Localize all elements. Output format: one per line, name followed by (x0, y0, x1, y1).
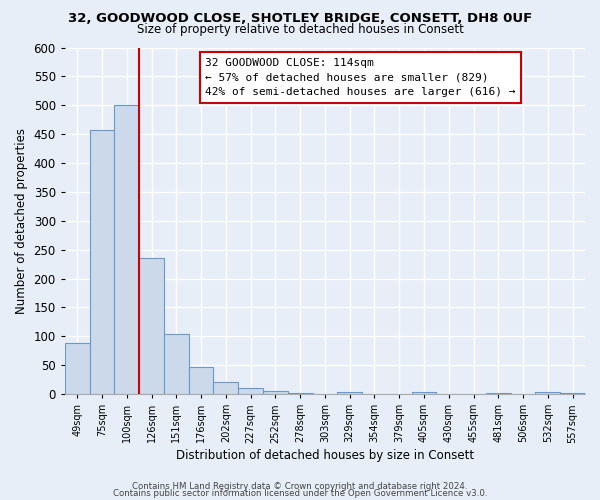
Text: 32 GOODWOOD CLOSE: 114sqm
← 57% of detached houses are smaller (829)
42% of semi: 32 GOODWOOD CLOSE: 114sqm ← 57% of detac… (205, 58, 516, 98)
Bar (65, 343, 89, 394)
Bar (188, 368, 214, 394)
Bar (139, 258, 164, 394)
Bar (560, 393, 585, 394)
Bar (238, 388, 263, 394)
Bar (535, 392, 560, 394)
Bar (337, 392, 362, 394)
Bar (412, 392, 436, 394)
X-axis label: Distribution of detached houses by size in Consett: Distribution of detached houses by size … (176, 450, 474, 462)
Text: 32, GOODWOOD CLOSE, SHOTLEY BRIDGE, CONSETT, DH8 0UF: 32, GOODWOOD CLOSE, SHOTLEY BRIDGE, CONS… (68, 12, 532, 26)
Text: Size of property relative to detached houses in Consett: Size of property relative to detached ho… (137, 22, 463, 36)
Text: Contains public sector information licensed under the Open Government Licence v3: Contains public sector information licen… (113, 490, 487, 498)
Bar (214, 382, 238, 394)
Bar (263, 390, 288, 394)
Bar (164, 334, 188, 394)
Bar (115, 106, 139, 394)
Text: Contains HM Land Registry data © Crown copyright and database right 2024.: Contains HM Land Registry data © Crown c… (132, 482, 468, 491)
Bar (486, 393, 511, 394)
Bar (89, 130, 115, 394)
Bar (288, 393, 313, 394)
Y-axis label: Number of detached properties: Number of detached properties (15, 128, 28, 314)
